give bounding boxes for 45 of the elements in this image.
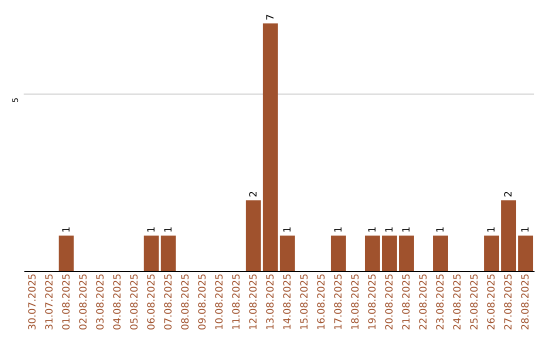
x-tick-label: 04.08.2025	[112, 274, 124, 330]
data-label: 1	[282, 226, 294, 233]
x-tick-label: 28.08.2025	[520, 274, 532, 330]
data-label: 1	[486, 226, 498, 233]
x-tick-label: 14.08.2025	[282, 274, 294, 330]
x-tick-label: 08.08.2025	[180, 274, 192, 330]
data-label: 1	[146, 226, 158, 233]
x-tick-label: 15.08.2025	[299, 274, 310, 330]
x-tick-label: 09.08.2025	[197, 274, 208, 330]
data-label: 7	[265, 14, 276, 20]
data-label: 1	[401, 226, 412, 233]
x-tick-label: 27.08.2025	[504, 274, 515, 330]
x-tick-label: 07.08.2025	[163, 274, 174, 330]
data-label: 1	[520, 226, 532, 233]
x-tick-label: 22.08.2025	[418, 274, 430, 330]
x-tick-label: 21.08.2025	[401, 274, 412, 330]
data-label: 1	[435, 226, 446, 233]
data-label: 2	[504, 191, 515, 198]
x-tick-label: 12.08.2025	[248, 274, 260, 330]
x-tick-label: 03.08.2025	[95, 274, 106, 330]
x-tick-label: 05.08.2025	[129, 274, 140, 330]
x-tick-label: 17.08.2025	[333, 274, 344, 330]
x-tick-label: 16.08.2025	[316, 274, 328, 330]
x-tick-label: 06.08.2025	[146, 274, 158, 330]
x-tick-label: 24.08.2025	[452, 274, 464, 330]
x-tick-label: 10.08.2025	[214, 274, 226, 330]
x-tick-label: 30.07.2025	[27, 274, 38, 330]
x-tick-label: 20.08.2025	[384, 274, 396, 330]
x-tick-label: 18.08.2025	[350, 274, 362, 330]
data-label: 1	[61, 226, 72, 233]
x-tick-label: 19.08.2025	[367, 274, 378, 330]
data-label: 1	[384, 226, 396, 233]
x-tick-label: 01.08.2025	[61, 274, 72, 330]
x-tick-label: 31.07.2025	[44, 274, 56, 330]
x-tick-label: 25.08.2025	[469, 274, 480, 330]
x-tick-label: 13.08.2025	[265, 274, 276, 330]
x-tick-label: 11.08.2025	[231, 274, 242, 330]
x-tick-label: 02.08.2025	[78, 274, 90, 330]
x-tick-label: 23.08.2025	[435, 274, 446, 330]
data-label: 1	[367, 226, 378, 233]
data-label: 2	[248, 191, 260, 198]
ref-line-label: 5	[10, 98, 20, 103]
data-label: 1	[163, 226, 174, 233]
x-tick-label: 26.08.2025	[486, 274, 498, 330]
data-label: 1	[333, 226, 344, 233]
